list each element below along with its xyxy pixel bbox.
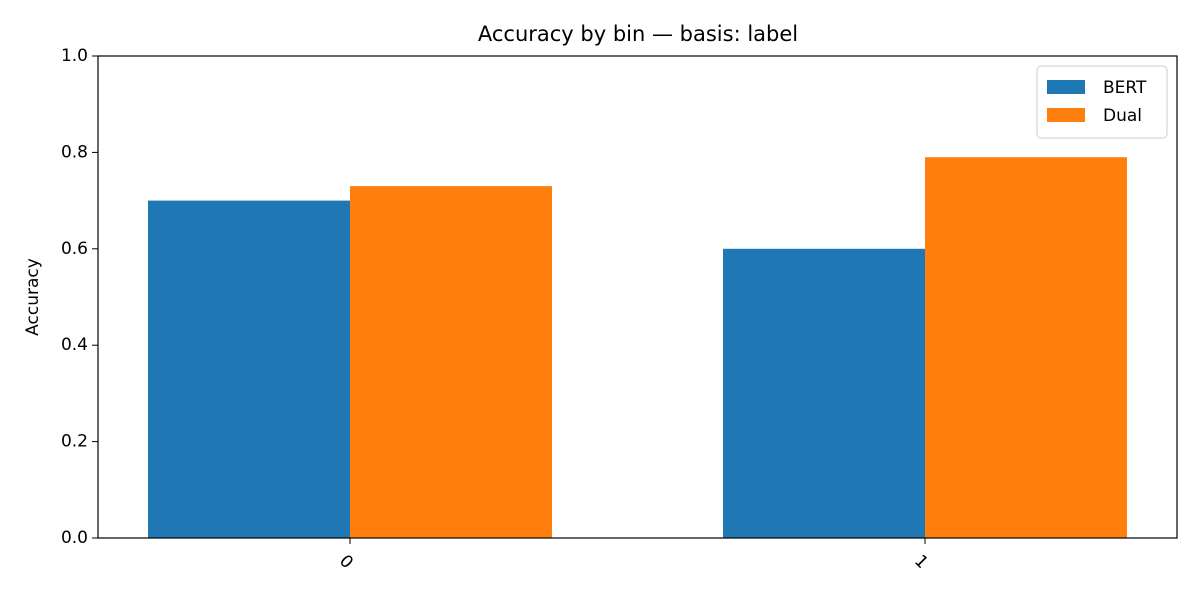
- x-tick-label: 0: [335, 551, 357, 573]
- bar: [723, 248, 925, 539]
- x-tick-label: 1: [910, 551, 932, 573]
- bar: [925, 157, 1127, 538]
- chart-title: Accuracy by bin — basis: label: [478, 22, 798, 46]
- y-tick-label: 0.0: [61, 528, 88, 548]
- y-tick-label: 0.8: [61, 142, 88, 162]
- legend: BERT Dual: [1036, 65, 1168, 139]
- legend-frame: [1036, 65, 1168, 139]
- y-tick-label: 0.6: [61, 239, 88, 259]
- plot-frame: [97, 55, 1178, 539]
- legend-label: BERT: [1103, 78, 1147, 98]
- legend-swatch: [1047, 108, 1085, 122]
- bar: [350, 186, 552, 538]
- y-axis-label: Accuracy: [23, 258, 43, 336]
- y-tick-label: 1.0: [61, 46, 88, 66]
- bar: [148, 200, 350, 538]
- y-tick-label: 0.4: [61, 335, 88, 355]
- legend-swatch: [1047, 80, 1085, 94]
- y-tick-label: 0.2: [61, 432, 88, 452]
- legend-label: Dual: [1103, 106, 1142, 126]
